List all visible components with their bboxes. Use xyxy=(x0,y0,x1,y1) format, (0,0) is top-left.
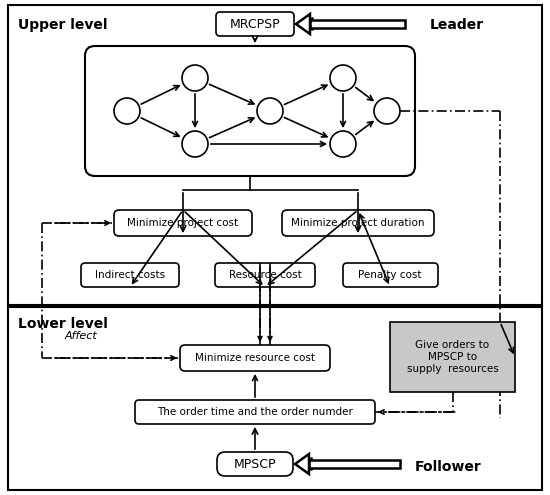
FancyBboxPatch shape xyxy=(81,263,179,287)
Text: Resource cost: Resource cost xyxy=(229,270,301,280)
Text: MPSCP: MPSCP xyxy=(234,457,276,471)
Text: The order time and the order numder: The order time and the order numder xyxy=(157,407,353,417)
Text: Give orders to
MPSCP to
supply  resources: Give orders to MPSCP to supply resources xyxy=(406,341,498,374)
FancyBboxPatch shape xyxy=(343,263,438,287)
Text: Affect: Affect xyxy=(65,331,98,341)
Text: Minimize resource cost: Minimize resource cost xyxy=(195,353,315,363)
Text: Lower level: Lower level xyxy=(18,317,108,331)
Circle shape xyxy=(330,131,356,157)
Polygon shape xyxy=(296,14,310,34)
Polygon shape xyxy=(295,454,309,474)
FancyBboxPatch shape xyxy=(135,400,375,424)
Text: MRCPSP: MRCPSP xyxy=(230,17,280,31)
Text: Upper level: Upper level xyxy=(18,18,107,32)
FancyBboxPatch shape xyxy=(114,210,252,236)
FancyBboxPatch shape xyxy=(180,345,330,371)
Text: Minimize project duration: Minimize project duration xyxy=(292,218,425,228)
FancyBboxPatch shape xyxy=(216,12,294,36)
Circle shape xyxy=(257,98,283,124)
Bar xyxy=(390,322,515,392)
FancyBboxPatch shape xyxy=(217,452,293,476)
Circle shape xyxy=(330,65,356,91)
Text: Leader: Leader xyxy=(430,18,484,32)
Bar xyxy=(309,460,400,468)
Circle shape xyxy=(182,131,208,157)
Text: Indirect costs: Indirect costs xyxy=(95,270,165,280)
Bar xyxy=(8,5,542,305)
FancyBboxPatch shape xyxy=(215,263,315,287)
FancyBboxPatch shape xyxy=(85,46,415,176)
Bar xyxy=(8,307,542,490)
Bar xyxy=(310,20,405,28)
FancyBboxPatch shape xyxy=(282,210,434,236)
Text: Follower: Follower xyxy=(415,460,482,474)
Circle shape xyxy=(114,98,140,124)
Text: Minimize project cost: Minimize project cost xyxy=(128,218,239,228)
Text: Penalty cost: Penalty cost xyxy=(358,270,422,280)
Circle shape xyxy=(374,98,400,124)
Circle shape xyxy=(182,65,208,91)
